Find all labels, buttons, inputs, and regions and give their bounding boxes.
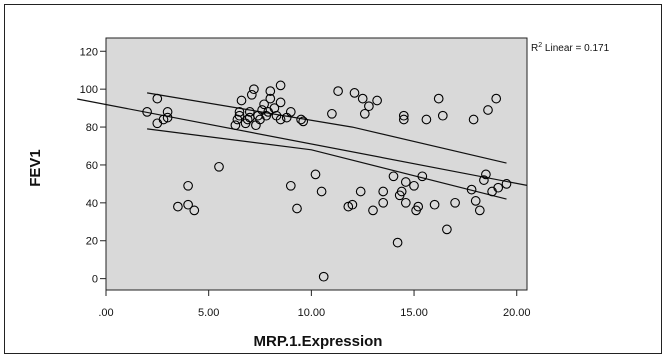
data-point	[298, 116, 309, 127]
data-point	[409, 180, 419, 191]
data-point	[234, 107, 245, 117]
data-point	[162, 107, 173, 117]
data-point	[275, 114, 286, 125]
data-point	[437, 110, 448, 121]
data-point	[396, 186, 407, 197]
data-point	[400, 177, 411, 187]
data-point	[368, 205, 378, 216]
data-point	[483, 105, 493, 115]
y-tick-label: 60	[86, 160, 98, 172]
data-point	[491, 93, 502, 104]
data-point	[372, 95, 382, 106]
ci-lower-line	[147, 128, 507, 200]
data-point	[347, 199, 358, 210]
data-point	[466, 184, 477, 195]
data-point	[236, 95, 247, 106]
r2-annotation: R2 Linear = 0.171	[531, 42, 610, 54]
data-point	[296, 114, 306, 125]
data-point	[501, 179, 512, 189]
data-point	[421, 114, 432, 125]
data-point	[468, 114, 479, 125]
x-axis-title: MRP.1.Expression	[254, 333, 383, 350]
y-tick-label: 40	[86, 198, 98, 210]
data-point	[285, 107, 296, 117]
data-point	[183, 180, 193, 191]
data-point	[249, 84, 259, 95]
data-point	[142, 107, 152, 117]
data-point	[269, 103, 280, 113]
data-point	[413, 201, 424, 212]
data-point	[318, 271, 329, 282]
data-point	[310, 169, 321, 180]
data-point	[152, 93, 163, 104]
data-point	[400, 197, 411, 208]
data-point	[242, 114, 253, 125]
data-point	[355, 186, 366, 197]
data-point	[442, 224, 452, 235]
data-point	[275, 80, 286, 91]
data-point	[246, 89, 257, 100]
y-tick-label: 100	[80, 84, 98, 96]
data-point	[349, 88, 360, 98]
data-point	[398, 114, 409, 125]
data-point	[392, 237, 403, 248]
data-point	[429, 199, 440, 210]
y-tick-label: 120	[80, 46, 98, 58]
x-tick-label: 10.00	[298, 307, 326, 319]
data-point	[357, 93, 368, 104]
y-tick-label: 20	[86, 236, 98, 248]
data-point	[265, 93, 276, 104]
data-point	[398, 110, 409, 121]
data-point	[378, 186, 389, 197]
data-point	[173, 201, 183, 212]
data-point	[265, 86, 276, 96]
data-point	[359, 108, 370, 119]
data-point	[316, 186, 327, 197]
axis-ticks: 0 20 40 60 80 100 120 .00 5.00 10.00 15.00 20.00	[80, 46, 531, 319]
data-point	[327, 108, 337, 119]
data-point	[433, 93, 444, 104]
x-tick-label: 20.00	[503, 307, 531, 319]
data-point	[292, 203, 302, 214]
data-point	[474, 205, 485, 216]
data-point	[275, 97, 286, 108]
data-point	[214, 161, 224, 172]
data-point	[479, 175, 489, 185]
data-point	[378, 197, 389, 208]
x-tick-label: .00	[98, 307, 113, 319]
data-points	[142, 80, 512, 282]
data-point	[183, 199, 193, 210]
data-point	[230, 120, 241, 131]
plot-area	[105, 37, 528, 291]
data-point	[189, 205, 200, 216]
data-point	[450, 197, 460, 208]
ci-upper-line	[147, 92, 507, 164]
data-point	[481, 169, 491, 180]
data-point	[259, 99, 269, 110]
data-point	[493, 182, 504, 193]
data-point	[285, 180, 296, 191]
data-point	[244, 107, 255, 117]
y-tick-label: 80	[86, 122, 98, 134]
x-tick-label: 5.00	[198, 307, 219, 319]
y-tick-label: 0	[92, 274, 98, 286]
y-axis-title: FEV1	[27, 149, 44, 187]
x-tick-label: 15.00	[400, 307, 428, 319]
data-point	[162, 112, 173, 123]
fit-lines	[77, 92, 528, 200]
data-point	[333, 86, 343, 96]
data-point	[234, 110, 245, 121]
fit-line	[77, 98, 528, 186]
data-point	[388, 171, 399, 182]
data-point	[470, 196, 481, 206]
data-point	[417, 171, 428, 182]
data-point	[364, 101, 374, 112]
